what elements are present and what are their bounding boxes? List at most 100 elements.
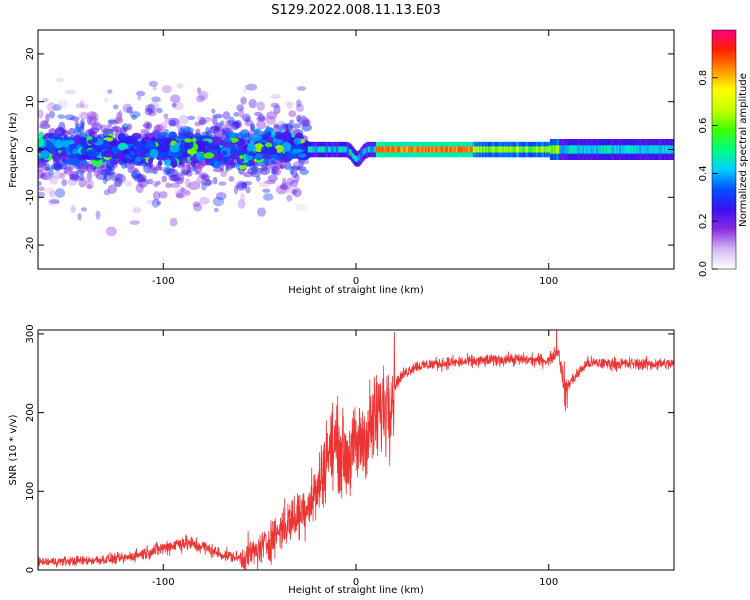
spectrogram-cell <box>54 188 66 198</box>
spectrogram-cell <box>212 167 225 173</box>
spectrogram-cell <box>290 165 302 170</box>
spectrogram-cell <box>196 95 205 103</box>
spectrogram-cell <box>52 152 62 162</box>
spectrogram-cell <box>603 145 607 154</box>
spectrogram-cell <box>156 200 162 206</box>
colorbar-tick-label: 0.6 <box>698 118 709 134</box>
spectrogram-cell <box>157 160 163 166</box>
colorbar-tick-label: 0.2 <box>698 213 709 229</box>
spectrogram-cell <box>367 146 371 153</box>
spectrogram-cell <box>218 134 228 138</box>
spectrogram-cell <box>110 176 119 182</box>
spectrogram-cell <box>289 119 294 125</box>
spectrogram-cell <box>662 145 666 154</box>
spectrogram-cell <box>151 180 161 186</box>
spectrogram-cell <box>448 146 452 153</box>
spectrogram-cell <box>294 173 300 183</box>
colorbar-label: Normalized spectral amplitude <box>738 73 749 227</box>
spectrogram-cell <box>133 174 144 183</box>
spectrogram-cell <box>169 183 181 188</box>
spectrogram-cell <box>157 149 169 160</box>
spectrogram-cell <box>257 207 266 217</box>
spectrogram-cell <box>289 180 298 188</box>
spectrogram-cell <box>86 111 97 120</box>
spectrogram-cell <box>64 114 76 121</box>
spectrogram-cell <box>149 148 159 158</box>
spectrogram-cell <box>293 137 302 145</box>
spectrogram-cell <box>82 176 92 185</box>
spectrogram-cell <box>408 146 411 153</box>
spectrogram-cell <box>522 146 526 153</box>
spectrogram-cell <box>208 148 215 153</box>
spectrogram-cell <box>168 131 178 140</box>
spectrogram-cell <box>145 121 153 130</box>
spectrogram-cell <box>103 189 111 196</box>
spectrogram-cell <box>143 120 150 130</box>
spectrogram-cell <box>264 159 276 165</box>
spectrogram-cell <box>355 156 359 163</box>
spectrogram-cell <box>241 182 248 188</box>
spectrogram-cell <box>80 207 87 212</box>
spectrogram-cell <box>261 146 269 155</box>
spectrogram-cell <box>506 146 510 153</box>
spectrogram-cell <box>201 174 206 181</box>
spectrogram-cell <box>192 201 201 208</box>
spectrogram-cell <box>140 128 150 133</box>
spectrogram-cell <box>288 137 296 146</box>
spectrogram-cell <box>434 146 438 153</box>
spectrogram-cell <box>585 145 589 154</box>
spectrogram-cell <box>148 80 158 87</box>
spectrogram-cell <box>125 180 133 187</box>
spectrogram-cell <box>46 102 57 112</box>
spectrogram-cell <box>307 146 311 153</box>
spectrogram-cell <box>280 184 289 190</box>
spectrogram-cell <box>93 172 101 177</box>
spectrogram-cell <box>657 145 661 154</box>
spectrogram-cell <box>267 136 274 143</box>
spectrogram-cell <box>193 203 203 212</box>
spectrogram-cell <box>270 153 275 158</box>
spectrogram-cell <box>44 187 55 194</box>
spectrogram-cell <box>54 127 66 137</box>
spectrogram-cell <box>330 146 334 153</box>
spectrogram-cell <box>67 177 78 186</box>
spectrogram-cell <box>267 174 278 182</box>
spectrogram-cell <box>237 198 246 209</box>
spectrogram-cell <box>67 166 72 172</box>
spectrogram-cell <box>86 184 93 189</box>
spectrogram-cell <box>49 190 56 198</box>
x-tick-label: -100 <box>152 276 175 287</box>
spectrogram-cell <box>529 146 533 153</box>
spectrogram-cell <box>334 146 337 153</box>
spectrogram-cell <box>267 147 274 154</box>
spectrogram-cell <box>296 99 302 107</box>
spectrogram-cell <box>48 167 54 178</box>
spectrogram-cell <box>107 89 113 94</box>
spectrogram-cell <box>244 116 251 123</box>
spectrogram-cell <box>107 184 117 194</box>
spectrogram-cell <box>643 145 647 154</box>
spectrogram-cell <box>227 132 238 138</box>
spectrogram-cell <box>654 145 658 154</box>
spectrogram-cell <box>105 226 117 237</box>
spectrogram-cell <box>514 146 518 153</box>
spectrogram-cell <box>136 90 146 97</box>
spectrogram-cell <box>156 107 163 114</box>
spectrogram-cell <box>318 146 322 153</box>
spectrogram-cell <box>223 138 232 143</box>
spectrogram-cell <box>148 110 157 117</box>
spectrogram-cell <box>47 197 60 207</box>
spectrogram-cell <box>264 180 276 185</box>
spectrogram-cell <box>205 126 211 136</box>
spectrogram-cell <box>107 119 116 124</box>
spectrogram-cell <box>38 109 44 119</box>
spectrogram-cell <box>116 111 123 122</box>
spectrogram-cell <box>242 171 253 178</box>
spectrogram-cell <box>265 115 276 125</box>
spectrogram-cell <box>263 193 274 201</box>
spectrogram-cell <box>52 104 62 111</box>
spectrogram-cell <box>38 163 47 172</box>
spectrogram-cell <box>212 116 218 126</box>
spectrogram-cell <box>250 123 256 132</box>
spectrogram-cell <box>270 94 282 100</box>
